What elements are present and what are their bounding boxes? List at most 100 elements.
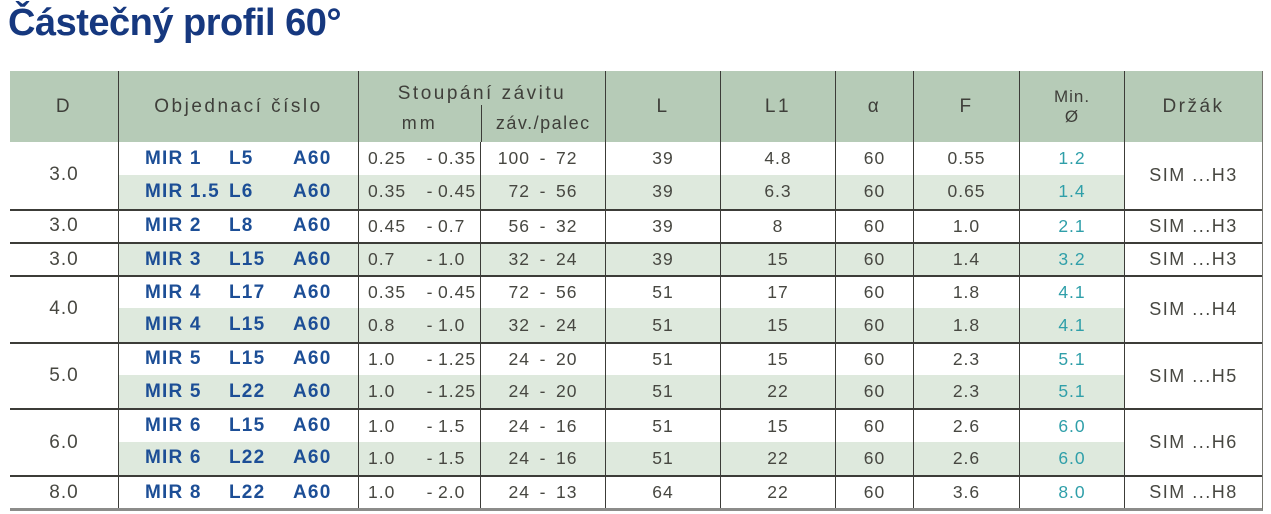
order-code-length: L6	[229, 180, 254, 202]
pitch-tpi-max: 20	[556, 381, 578, 402]
pitch-mm-cell: 1.0 - 1.25	[358, 341, 480, 376]
pitch-mm-max: 0.45	[438, 282, 477, 303]
header-alpha: α	[835, 71, 913, 142]
order-code: MIR 1.5 L6 A60	[118, 175, 358, 209]
range-dash: -	[426, 314, 434, 335]
d-cell: 6.0	[10, 408, 118, 475]
f-cell: 3.6	[913, 474, 1019, 509]
range-dash: -	[539, 447, 547, 468]
order-code-angle: A60	[293, 380, 332, 402]
order-code-mir: MIR 6	[145, 415, 202, 437]
header-min-line2: Ø	[1064, 106, 1080, 126]
pitch-tpi-cell: 24 - 16	[480, 408, 605, 442]
range-dash: -	[426, 282, 434, 303]
holder-cell: SIM ...H8	[1124, 474, 1262, 509]
header-pitch-subrow: mm záv./palec	[359, 105, 605, 142]
pitch-tpi-max: 16	[556, 447, 578, 468]
pitch-tpi-min: 72	[508, 282, 530, 303]
header-pitch-group: Stoupání závitu mm záv./palec	[358, 71, 605, 142]
pitch-tpi-min: 24	[508, 348, 530, 369]
alpha-cell: 60	[835, 275, 913, 309]
range-dash: -	[539, 314, 547, 335]
l-cell: 39	[605, 142, 720, 176]
order-code: MIR 6 L22 A60	[118, 441, 358, 475]
order-code-length: L8	[229, 215, 254, 237]
l1-cell: 6.3	[720, 175, 835, 209]
pitch-mm-cell: 1.0 - 1.5	[358, 408, 480, 442]
order-code: MIR 6 L15 A60	[118, 408, 358, 442]
range-dash: -	[426, 249, 434, 270]
pitch-mm-cell: 0.7 - 1.0	[358, 241, 480, 276]
d-cell: 4.0	[10, 275, 118, 342]
order-code-length: L15	[229, 415, 266, 437]
l1-cell: 22	[720, 375, 835, 409]
l-cell: 51	[605, 441, 720, 475]
pitch-mm-min: 1.0	[368, 482, 396, 503]
order-code-angle: A60	[293, 447, 332, 469]
d-cell: 5.0	[10, 341, 118, 409]
f-cell: 2.6	[913, 408, 1019, 442]
range-dash: -	[539, 282, 547, 303]
pitch-mm-cell: 0.8 - 1.0	[358, 308, 480, 342]
pitch-tpi-cell: 24 - 20	[480, 375, 605, 409]
alpha-cell: 60	[835, 474, 913, 509]
pitch-tpi-cell: 100 - 72	[480, 142, 605, 176]
order-code: MIR 4 L15 A60	[118, 308, 358, 342]
order-code-mir: MIR 6	[145, 447, 202, 469]
d-cell: 8.0	[10, 474, 118, 509]
alpha-cell: 60	[835, 375, 913, 409]
pitch-tpi-max: 72	[556, 148, 578, 169]
range-dash: -	[539, 415, 547, 436]
pitch-mm-max: 1.5	[438, 415, 466, 436]
l-cell: 64	[605, 474, 720, 509]
order-code-length: L22	[229, 447, 266, 469]
order-code-angle: A60	[293, 180, 332, 202]
l-cell: 51	[605, 408, 720, 442]
header-order: Objednací číslo	[118, 71, 358, 142]
l-cell: 39	[605, 208, 720, 242]
order-code: MIR 8 L22 A60	[118, 474, 358, 509]
l-cell: 51	[605, 275, 720, 309]
f-cell: 0.55	[913, 142, 1019, 176]
pitch-tpi-max: 20	[556, 348, 578, 369]
pitch-mm-cell: 0.35 - 0.45	[358, 275, 480, 309]
min-diameter-cell: 8.0	[1019, 474, 1124, 509]
pitch-mm-min: 0.35	[368, 181, 407, 202]
order-code: MIR 5 L22 A60	[118, 375, 358, 409]
order-code: MIR 4 L17 A60	[118, 275, 358, 309]
alpha-cell: 60	[835, 142, 913, 176]
l1-cell: 4.8	[720, 142, 835, 176]
pitch-mm-cell: 1.0 - 1.25	[358, 375, 480, 409]
order-code-length: L22	[229, 481, 266, 503]
range-dash: -	[539, 215, 547, 236]
f-cell: 1.8	[913, 275, 1019, 309]
pitch-tpi-cell: 32 - 24	[480, 308, 605, 342]
alpha-cell: 60	[835, 441, 913, 475]
pitch-tpi-min: 24	[508, 381, 530, 402]
order-code: MIR 1 L5 A60	[118, 142, 358, 176]
header-min-line1: Min.	[1053, 87, 1091, 107]
pitch-mm-min: 0.7	[368, 249, 396, 270]
l-cell: 51	[605, 375, 720, 409]
order-code-mir: MIR 1	[145, 147, 202, 169]
l1-cell: 22	[720, 441, 835, 475]
min-diameter-cell: 4.1	[1019, 308, 1124, 342]
l1-cell: 15	[720, 241, 835, 276]
range-dash: -	[539, 181, 547, 202]
pitch-tpi-cell: 24 - 20	[480, 341, 605, 376]
order-code-angle: A60	[293, 248, 332, 270]
l-cell: 39	[605, 175, 720, 209]
range-dash: -	[426, 215, 434, 236]
header-min-diameter: Min. Ø	[1019, 71, 1124, 142]
l1-cell: 17	[720, 275, 835, 309]
pitch-mm-max: 1.0	[438, 314, 466, 335]
alpha-cell: 60	[835, 341, 913, 376]
range-dash: -	[426, 148, 434, 169]
pitch-tpi-min: 32	[508, 314, 530, 335]
order-code-angle: A60	[293, 348, 332, 370]
range-dash: -	[426, 415, 434, 436]
pitch-tpi-cell: 32 - 24	[480, 241, 605, 276]
f-cell: 2.3	[913, 341, 1019, 376]
range-dash: -	[426, 381, 434, 402]
